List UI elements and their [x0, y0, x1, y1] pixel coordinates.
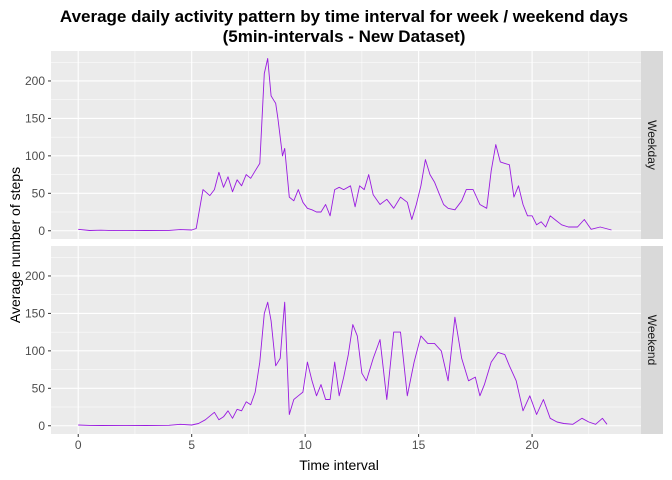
facet-panels: 0 50 100 150 200 Weekday 0 50 100 150 200 Weekend 0 5… — [25, 51, 663, 452]
y-tick-label: 0 — [38, 419, 45, 433]
y-tick-label: 50 — [32, 381, 46, 395]
y-tick-label: 200 — [25, 269, 45, 283]
x-axis-title: Time interval — [299, 457, 379, 473]
series-line-weekday — [78, 58, 612, 232]
y-axis-title: Average number of steps — [7, 167, 23, 323]
x-tick-label: 10 — [298, 438, 312, 452]
panel-weekend: 0 50 100 150 200 Weekend — [25, 246, 663, 434]
panel-background — [51, 51, 641, 239]
x-tick-label: 0 — [75, 438, 82, 452]
series-line-weekend — [78, 301, 608, 427]
y-tick-label: 0 — [38, 224, 45, 238]
facet-strip — [641, 51, 663, 239]
x-tick-label: 5 — [188, 438, 195, 452]
y-tick-label: 100 — [25, 344, 45, 358]
x-tick-label: 15 — [412, 438, 426, 452]
facet-strip — [641, 246, 663, 434]
y-tick-label: 200 — [25, 74, 45, 88]
facet-label-weekend: Weekend — [645, 315, 659, 365]
y-tick-label: 100 — [25, 149, 45, 163]
y-tick-label: 150 — [25, 306, 45, 320]
chart-title-line1: Average daily activity pattern by time i… — [60, 7, 628, 26]
facet-label-weekday: Weekday — [645, 120, 659, 170]
y-tick-label: 150 — [25, 111, 45, 125]
x-tick-label: 20 — [525, 438, 539, 452]
panel-weekday: 0 50 100 150 200 Weekday — [25, 51, 663, 239]
chart-title-line2: (5min-intervals - New Dataset) — [223, 27, 466, 46]
y-tick-label: 50 — [32, 186, 46, 200]
panel-background — [51, 246, 641, 434]
